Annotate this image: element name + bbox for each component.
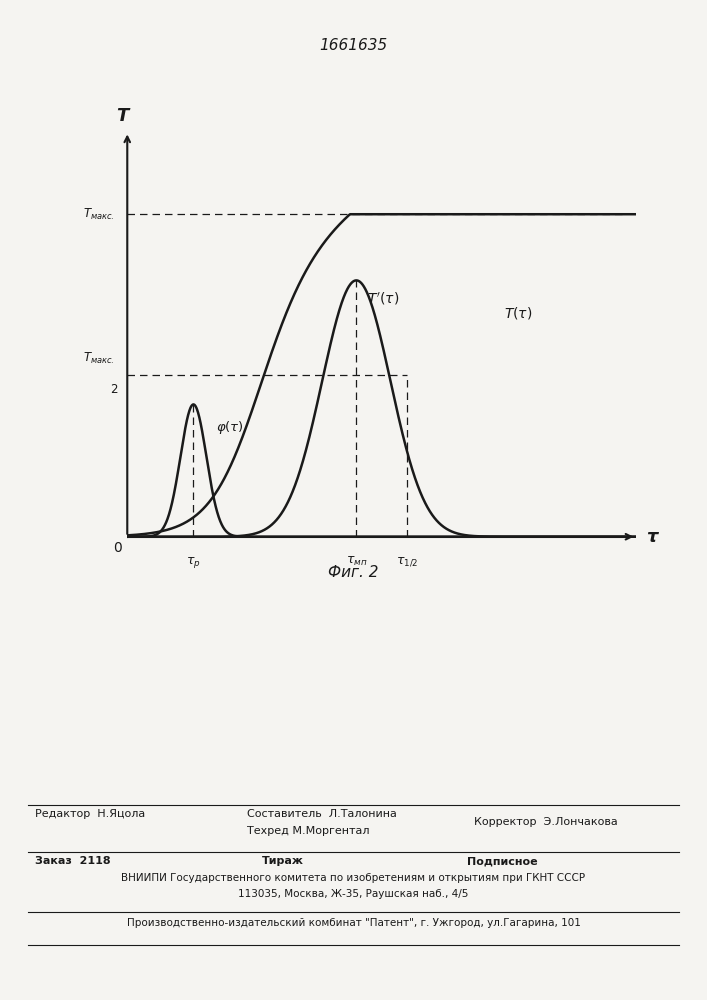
Text: Редактор  Н.Яцола: Редактор Н.Яцола xyxy=(35,809,146,819)
Text: Заказ  2118: Заказ 2118 xyxy=(35,856,111,866)
Text: $τ_{мп}$: $τ_{мп}$ xyxy=(346,555,367,568)
Text: $T'(τ)$: $T'(τ)$ xyxy=(366,291,399,307)
Text: $τ_{1/2}$: $τ_{1/2}$ xyxy=(396,555,419,568)
Text: Составитель  Л.Талонина: Составитель Л.Талонина xyxy=(247,809,397,819)
Text: τ: τ xyxy=(646,528,658,546)
Text: 2: 2 xyxy=(110,383,118,396)
Text: $T(τ)$: $T(τ)$ xyxy=(504,305,532,321)
Text: $T_{макс.}$: $T_{макс.}$ xyxy=(83,351,115,366)
Text: $τ_р$: $τ_р$ xyxy=(186,555,201,570)
Text: $T_{макс.}$: $T_{макс.}$ xyxy=(83,207,115,222)
Text: Техред М.Моргентал: Техред М.Моргентал xyxy=(247,826,370,836)
Text: $φ(τ)$: $φ(τ)$ xyxy=(216,419,244,436)
Text: Производственно-издательский комбинат "Патент", г. Ужгород, ул.Гагарина, 101: Производственно-издательский комбинат "П… xyxy=(127,918,580,928)
Text: Тираж: Тираж xyxy=(262,856,303,866)
Text: 0: 0 xyxy=(112,541,122,555)
Text: Подписное: Подписное xyxy=(467,856,537,866)
Text: Корректор  Э.Лончакова: Корректор Э.Лончакова xyxy=(474,817,617,827)
Text: T: T xyxy=(116,107,128,125)
Text: Фиг. 2: Фиг. 2 xyxy=(328,565,379,580)
Text: ВНИИПИ Государственного комитета по изобретениям и открытиям при ГКНТ СССР: ВНИИПИ Государственного комитета по изоб… xyxy=(122,873,585,883)
Text: 113035, Москва, Ж-35, Раушская наб., 4/5: 113035, Москва, Ж-35, Раушская наб., 4/5 xyxy=(238,889,469,899)
Text: 1661635: 1661635 xyxy=(320,38,387,53)
